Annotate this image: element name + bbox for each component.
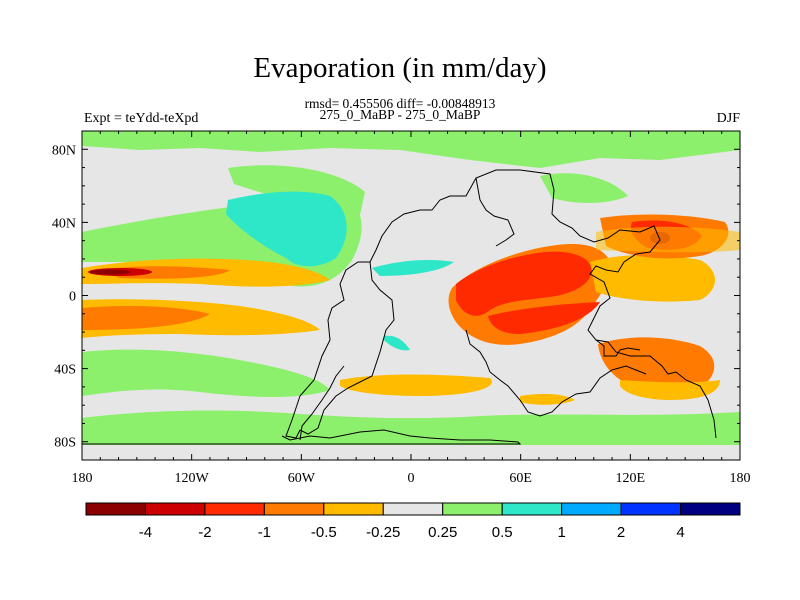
colorbar-label: -0.25 [366, 524, 400, 541]
land-outlines [82, 169, 717, 445]
colorbar-box [442, 502, 503, 516]
south-atlantic-yellow [340, 374, 492, 396]
y-tick-label: 40S [54, 363, 76, 378]
stats-subtitle: rmsd= 0.455506 diff= -0.00848913 [304, 96, 496, 111]
colorbar-box [323, 502, 384, 516]
x-tick-label: 0 [408, 471, 415, 486]
x-tick-label: 60E [509, 471, 532, 486]
colorbar-label: 4 [676, 524, 684, 541]
colorbar-label: -0.5 [311, 524, 337, 541]
east-pacific-strong [226, 191, 347, 267]
africa-outline [465, 329, 647, 417]
south-indian-yellow [620, 380, 720, 400]
north-atlantic-green [540, 173, 628, 203]
colorbar-label: -2 [198, 524, 211, 541]
colorbar-box [144, 502, 206, 516]
colorbar-box [501, 502, 563, 516]
colorbar-box [680, 502, 741, 516]
north-pacific-yellow-band [596, 226, 740, 253]
x-tick-label: 60W [288, 471, 316, 486]
americas-outline [285, 261, 395, 439]
australia-outline [595, 339, 641, 357]
y-tick-label: 80N [52, 143, 76, 158]
season-label: DJF [716, 111, 740, 126]
y-tick-label: 40N [52, 216, 76, 231]
antarctic-outline [82, 429, 522, 445]
colorbar-label: 0.25 [428, 524, 457, 541]
arctic-increase [82, 131, 740, 168]
y-tick-label: 80S [54, 436, 76, 451]
x-tick-label: 180 [72, 471, 93, 486]
chart-title: Evaporation (in mm/day) [253, 52, 547, 84]
south-atlantic-cyan [384, 335, 410, 351]
south-america-outline [299, 365, 345, 441]
colorbar: -4 -2 -1 -0.5 -0.25 0.25 0.5 1 2 4 [85, 502, 741, 541]
y-tick-label: 0 [69, 290, 76, 305]
north-america-outline [369, 169, 717, 439]
greenland-outline [475, 177, 515, 247]
x-axis: 180 120W 60W 0 60E 120E 180 [72, 131, 751, 486]
colorbar-label: 1 [557, 524, 565, 541]
south-pacific-increase [82, 349, 330, 397]
atlantic-tongue-east [488, 302, 600, 334]
colorbar-label: 2 [617, 524, 625, 541]
colorbar-label: -4 [139, 524, 152, 541]
experiment-label: Expt = teYdd-teXpd [84, 111, 199, 126]
x-tick-label: 120E [616, 471, 646, 486]
atlantic-africa-strong [456, 251, 592, 316]
colorbar-box [382, 502, 444, 516]
southern-ocean-increase [82, 410, 740, 445]
y-axis: 80N 40N 0 40S 80S [52, 130, 740, 461]
south-pacific-orange [82, 306, 210, 330]
map-field [82, 131, 740, 460]
x-tick-label: 120W [175, 471, 210, 486]
colorbar-box [85, 502, 146, 516]
atlantic-cyan [372, 260, 454, 276]
x-tick-label: 180 [730, 471, 751, 486]
colorbar-box [263, 502, 325, 516]
colorbar-label: -1 [258, 524, 271, 541]
colorbar-box [204, 502, 265, 516]
west-pacific-extreme [90, 269, 130, 275]
cases-subtitle: 275_0_MaBP - 275_0_MaBP [319, 107, 481, 122]
colorbar-label: 0.5 [492, 524, 513, 541]
colorbar-box [561, 502, 622, 516]
colorbar-box [620, 502, 682, 516]
